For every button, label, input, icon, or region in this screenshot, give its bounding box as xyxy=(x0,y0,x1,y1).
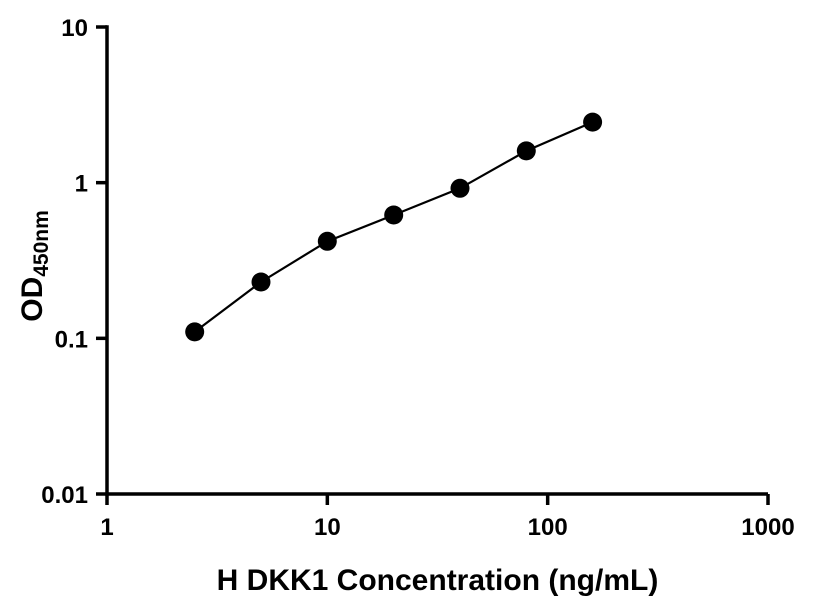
data-point xyxy=(251,272,271,292)
x-tick-label: 10 xyxy=(314,514,341,541)
data-point xyxy=(450,178,470,198)
y-tick-label: 10 xyxy=(61,15,88,42)
x-tick-label: 1000 xyxy=(741,514,794,541)
data-point xyxy=(384,205,404,225)
y-tick-label: 0.1 xyxy=(55,326,88,353)
axes-spines xyxy=(105,25,768,496)
x-axis-label: H DKK1 Concentration (ng/mL) xyxy=(217,564,659,597)
y-axis-label: OD450nm xyxy=(16,210,53,322)
data-point xyxy=(317,231,337,251)
data-point xyxy=(583,112,603,132)
data-point xyxy=(516,141,536,161)
x-tick-label: 100 xyxy=(528,514,568,541)
x-tick-label: 1 xyxy=(100,514,113,541)
y-tick-label: 1 xyxy=(75,171,88,198)
y-tick-label: 0.01 xyxy=(41,482,88,509)
data-point xyxy=(185,322,205,342)
